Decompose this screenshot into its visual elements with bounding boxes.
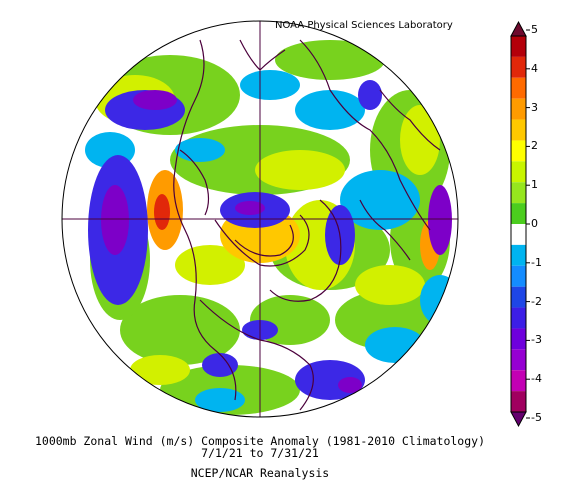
graticule bbox=[62, 21, 458, 417]
colorbar-tick-label: 2 bbox=[531, 139, 538, 153]
colorbar-segment bbox=[511, 286, 526, 308]
colorbar-segment bbox=[511, 370, 526, 392]
colorbar-bottom-arrow bbox=[510, 411, 527, 428]
colorbar-segment bbox=[511, 119, 526, 141]
colorbar-tick-label: 1 bbox=[531, 178, 538, 192]
caption-title: 1000mb Zonal Wind (m/s) Composite Anomal… bbox=[34, 434, 486, 448]
colorbar-tick-label: -1 bbox=[531, 255, 542, 269]
anomaly-map bbox=[62, 21, 458, 417]
colorbar-top-arrow bbox=[510, 20, 527, 37]
colorbar-segment bbox=[511, 224, 526, 245]
colorbar-segment bbox=[511, 77, 526, 99]
colorbar-tick-label: -4 bbox=[531, 372, 542, 386]
colorbar-segment bbox=[511, 182, 526, 204]
colorbar-segment bbox=[511, 349, 526, 371]
colorbar-segment bbox=[511, 265, 526, 287]
colorbar-segment bbox=[511, 56, 526, 78]
colorbar-tick-label: -3 bbox=[531, 333, 542, 347]
colorbar-segment bbox=[511, 328, 526, 350]
colorbar-tick-label: -2 bbox=[531, 294, 542, 308]
colorbar-segment bbox=[511, 140, 526, 162]
colorbar-tick-label: 4 bbox=[531, 61, 538, 75]
lab-credit: NOAA Physical Sciences Laboratory bbox=[275, 20, 453, 31]
colorbar-segment bbox=[511, 244, 526, 266]
colorbar bbox=[510, 20, 530, 428]
colorbar-segment bbox=[511, 391, 526, 412]
colorbar-segment bbox=[511, 203, 526, 224]
map-border bbox=[61, 20, 459, 418]
colorbar-segment bbox=[511, 161, 526, 183]
colorbar-tick-label: 0 bbox=[531, 217, 538, 230]
colorbar-tick-label: -5 bbox=[531, 411, 542, 424]
colorbar-segment bbox=[511, 98, 526, 120]
coastlines bbox=[173, 39, 441, 411]
colorbar-segment bbox=[511, 36, 526, 57]
colorbar-tick-label: 3 bbox=[531, 100, 538, 114]
colorbar-tick-label: 5 bbox=[531, 23, 538, 36]
caption-dates: 7/1/21 to 7/31/21 bbox=[201, 446, 319, 460]
colorbar-segment bbox=[511, 307, 526, 329]
caption-source: NCEP/NCAR Reanalysis bbox=[190, 466, 330, 480]
